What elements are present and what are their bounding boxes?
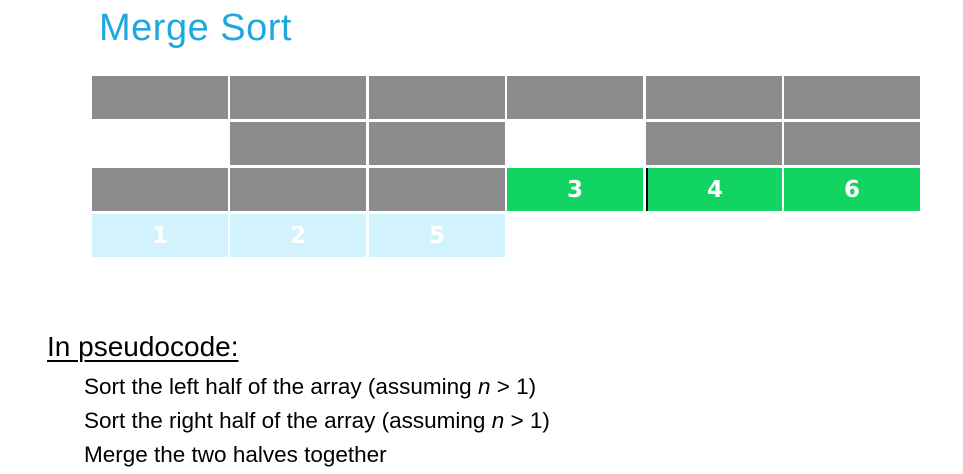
array-cell [646,214,782,257]
array-cell [646,76,782,119]
array-cell [92,122,228,165]
step-variable: n [491,408,505,433]
array-cell [369,122,505,165]
array-cell [230,168,366,211]
array-cell [507,76,643,119]
step-text: Sort the right half of the array (assumi… [84,408,492,433]
array-cell: 5 [369,214,505,257]
pseudocode-step: Sort the left half of the array (assumin… [84,370,550,404]
array-cell [369,168,505,211]
pseudocode-steps: Sort the left half of the array (assumin… [84,370,550,472]
array-cell [230,122,366,165]
array-cell: 2 [230,214,366,257]
pseudocode-step: Merge the two halves together [84,438,550,472]
array-cell [507,122,643,165]
array-cell: 4 [646,168,782,211]
step-text-end: > 1) [504,408,550,433]
array-cell [230,76,366,119]
array-cell: 1 [92,214,228,257]
array-cell [92,168,228,211]
step-text: Sort the left half of the array (assumin… [84,374,478,399]
array-cell: 3 [507,168,643,211]
pseudocode-heading: In pseudocode: [47,331,239,362]
array-cell [784,76,920,119]
array-cell [507,214,643,257]
slide-title: Merge Sort [99,7,292,49]
step-variable: n [477,374,491,399]
array-cell [784,214,920,257]
array-cell [369,76,505,119]
array-cell [646,122,782,165]
step-text-end: > 1) [490,374,537,399]
array-cell: 6 [784,168,920,211]
pseudocode-step: Sort the right half of the array (assumi… [84,404,550,438]
array-cell [92,76,228,119]
array-cell [784,122,920,165]
step-text: Merge the two halves together [84,442,387,467]
